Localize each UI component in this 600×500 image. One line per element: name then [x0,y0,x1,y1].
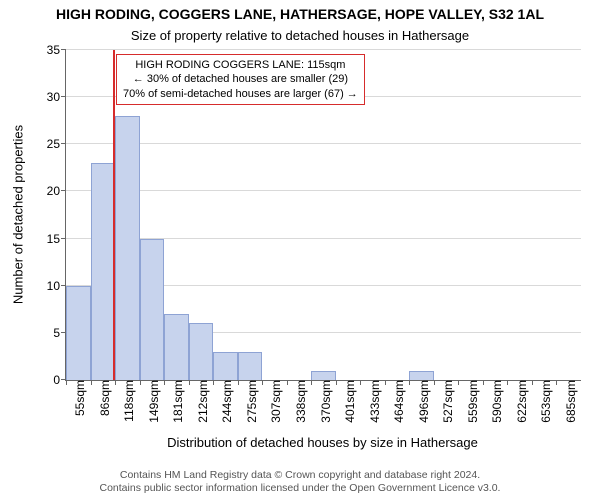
ytick-label: 5 [53,326,66,340]
xtick-mark [164,380,165,385]
gridline [66,190,581,191]
chart-subtitle: Size of property relative to detached ho… [0,28,600,43]
xtick-mark [556,380,557,385]
histogram-bar [91,163,116,380]
annotation-box: HIGH RODING COGGERS LANE: 115sqm ← 30% o… [116,54,365,105]
xtick-mark [311,380,312,385]
xtick-mark [336,380,337,385]
histogram-bar [213,352,238,380]
xtick-label: 212sqm [192,380,210,423]
xtick-label: 401sqm [339,380,357,423]
xtick-label: 622sqm [511,380,529,423]
histogram-bar [238,352,263,380]
footer-line: Contains HM Land Registry data © Crown c… [0,469,600,483]
xtick-label: 149sqm [143,380,161,423]
histogram-bar [115,116,140,380]
gridline [66,49,581,50]
x-axis-label: Distribution of detached houses by size … [65,435,580,450]
xtick-label: 433sqm [364,380,382,423]
histogram-bar [189,323,214,380]
gridline [66,143,581,144]
xtick-mark [66,380,67,385]
histogram-bar [164,314,189,380]
reference-line [113,50,115,380]
ytick-label: 25 [47,137,66,151]
ytick-label: 15 [47,232,66,246]
histogram-bar [311,371,336,380]
xtick-mark [238,380,239,385]
xtick-mark [360,380,361,385]
xtick-label: 464sqm [388,380,406,423]
xtick-label: 118sqm [118,380,136,422]
xtick-label: 685sqm [560,380,578,423]
xtick-label: 496sqm [413,380,431,423]
annotation-line: ← 30% of detached houses are smaller (29… [123,72,358,86]
xtick-label: 55sqm [69,380,87,416]
xtick-label: 370sqm [315,380,333,423]
xtick-label: 590sqm [486,380,504,423]
xtick-label: 275sqm [241,380,259,423]
footer-line: Contains public sector information licen… [0,482,600,496]
xtick-mark [385,380,386,385]
xtick-label: 338sqm [290,380,308,423]
xtick-mark [213,380,214,385]
xtick-mark [507,380,508,385]
xtick-mark [458,380,459,385]
plot-area: HIGH RODING COGGERS LANE: 115sqm ← 30% o… [65,50,581,381]
xtick-label: 653sqm [535,380,553,423]
xtick-label: 181sqm [167,380,185,423]
ytick-label: 0 [53,373,66,387]
histogram-bar [409,371,434,380]
xtick-mark [532,380,533,385]
xtick-label: 559sqm [462,380,480,423]
annotation-line: HIGH RODING COGGERS LANE: 115sqm [123,58,358,72]
y-axis-label: Number of detached properties [11,50,26,380]
xtick-mark [115,380,116,385]
xtick-label: 307sqm [265,380,283,423]
ytick-label: 35 [47,43,66,57]
chart-title: HIGH RODING, COGGERS LANE, HATHERSAGE, H… [0,6,600,22]
xtick-mark [434,380,435,385]
xtick-label: 527sqm [437,380,455,423]
xtick-mark [91,380,92,385]
histogram-bar [66,286,91,380]
xtick-mark [483,380,484,385]
ytick-label: 10 [47,279,66,293]
chart-container: HIGH RODING, COGGERS LANE, HATHERSAGE, H… [0,0,600,500]
annotation-line: 70% of semi-detached houses are larger (… [123,87,358,101]
xtick-mark [189,380,190,385]
ytick-label: 20 [47,184,66,198]
ytick-label: 30 [47,90,66,104]
xtick-mark [262,380,263,385]
xtick-mark [287,380,288,385]
histogram-bar [140,239,165,380]
xtick-mark [409,380,410,385]
chart-footer: Contains HM Land Registry data © Crown c… [0,469,600,496]
xtick-label: 244sqm [216,380,234,423]
xtick-mark [140,380,141,385]
xtick-label: 86sqm [94,380,112,416]
